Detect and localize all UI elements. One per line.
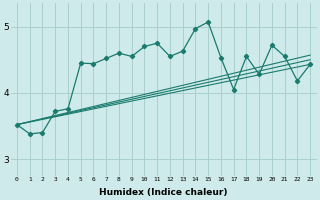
X-axis label: Humidex (Indice chaleur): Humidex (Indice chaleur) [99, 188, 228, 197]
